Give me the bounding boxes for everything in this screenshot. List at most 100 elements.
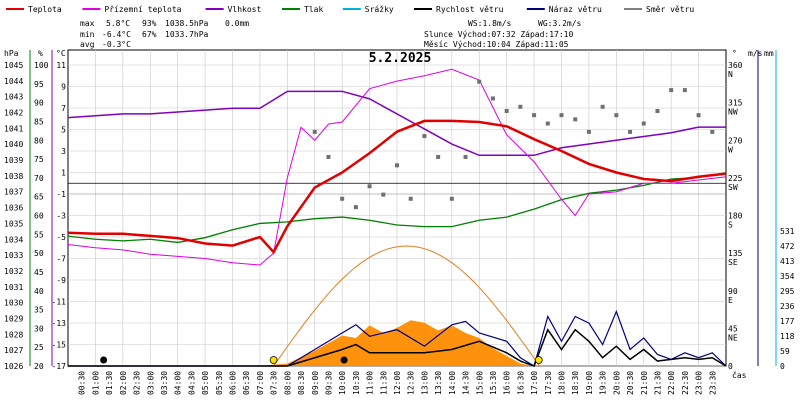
hpa-tick: 1034 <box>4 235 23 244</box>
series-humidity <box>67 90 726 157</box>
stat-max-temp: 5.8°C <box>106 19 130 28</box>
time-tick: 21:30 <box>653 371 662 395</box>
hpa-tick: 1038 <box>4 172 23 181</box>
solar-tick: 0 <box>780 362 785 371</box>
pct-tick: 50 <box>34 249 44 258</box>
temp-tick: -5 <box>56 233 66 242</box>
time-tick: 14:30 <box>462 371 471 395</box>
solar-tick: 236 <box>780 302 795 311</box>
hpa-tick: 1036 <box>4 204 23 213</box>
stat-max-hum: 93% <box>142 19 157 28</box>
time-tick: 06:30 <box>242 371 251 395</box>
moonset-marker <box>100 356 108 364</box>
info-wg: WG:3.2m/s <box>538 19 582 28</box>
wind-dir-point <box>312 129 317 134</box>
hpa-tick: 1032 <box>4 267 23 276</box>
wind-dir-point <box>436 154 441 159</box>
time-tick: 09:30 <box>324 371 333 395</box>
hpa-tick: 1043 <box>4 93 23 102</box>
wind-dir-point <box>504 108 509 113</box>
time-tick: 03:30 <box>160 371 169 395</box>
hpa-tick: 1042 <box>4 109 23 118</box>
time-tick: 12:00 <box>393 371 402 395</box>
time-tick: 19:00 <box>585 371 594 395</box>
temp-tick: -1 <box>56 190 66 199</box>
pct-tick: 45 <box>34 268 44 277</box>
time-tick: 05:30 <box>215 371 224 395</box>
solar-tick: 59 <box>780 347 790 356</box>
time-tick: 02:30 <box>133 371 142 395</box>
wind-dir-point <box>655 108 660 113</box>
hpa-tick: 1028 <box>4 330 23 339</box>
dir-tick: 225 <box>728 174 743 183</box>
pct-tick: 70 <box>34 174 44 183</box>
hpa-tick: 1040 <box>4 140 23 149</box>
dir-tick: 90 <box>728 287 738 296</box>
wind-dir-point <box>600 104 605 109</box>
time-tick: 05:00 <box>201 371 210 395</box>
dir-compass: NE <box>728 333 738 342</box>
wind-dir-point <box>710 129 715 134</box>
wind-dir-point <box>477 79 482 84</box>
sunset-marker <box>534 356 543 364</box>
pct-tick: 60 <box>34 212 44 221</box>
legend-label: Přízemní teplota <box>104 5 181 14</box>
sunrise-marker <box>269 356 278 364</box>
time-tick: 07:30 <box>270 371 279 395</box>
wind-dir-point <box>422 134 427 139</box>
time-tick: 18:00 <box>558 371 567 395</box>
solar-tick: 531 <box>780 227 795 236</box>
pct-tick: 90 <box>34 99 44 108</box>
time-tick: 12:30 <box>407 371 416 395</box>
axis-hpa-label: hPa <box>4 49 19 58</box>
x-axis-label: čas <box>732 370 747 380</box>
solar-tick: 118 <box>780 332 795 341</box>
temp-tick: 3 <box>61 147 66 156</box>
stat-min-label: min <box>80 30 95 39</box>
time-tick: 09:00 <box>311 371 320 395</box>
time-tick: 11:00 <box>366 371 375 395</box>
time-tick: 18:30 <box>571 371 580 395</box>
pct-tick: 65 <box>34 193 44 202</box>
solar-tick: 413 <box>780 257 795 266</box>
wind-dir-point <box>696 113 701 118</box>
axis-pct-label: % <box>38 49 43 58</box>
legend-label: Vlhkost <box>228 5 262 14</box>
chart-title: 5.2.2025 <box>369 51 432 66</box>
wind-dir-point <box>641 121 646 126</box>
info-sun: Slunce Východ:07:32 Západ:17:10 <box>424 30 573 39</box>
hpa-tick: 1035 <box>4 219 23 228</box>
time-tick: 10:30 <box>352 371 361 395</box>
time-tick: 11:30 <box>379 371 388 395</box>
stat-min-hum: 67% <box>142 30 157 39</box>
legend-label: Srážky <box>365 5 394 14</box>
time-tick: 15:30 <box>489 371 498 395</box>
wind-dir-point <box>463 154 468 159</box>
dir-tick: 360 <box>728 61 743 70</box>
moonrise-marker <box>340 356 348 364</box>
time-tick: 06:00 <box>229 371 238 395</box>
solar-tick: 295 <box>780 287 795 296</box>
legend-label: Směr větru <box>646 5 694 14</box>
temp-tick: -17 <box>52 362 67 371</box>
dir-compass: S <box>728 221 733 230</box>
wind-dir-point <box>628 129 633 134</box>
time-tick: 19:30 <box>599 371 608 395</box>
temp-tick: -15 <box>52 341 67 350</box>
time-tick: 22:00 <box>667 371 676 395</box>
axis-mm-label: mm <box>764 49 774 58</box>
axis-ms-label: m/s <box>748 49 763 58</box>
pct-tick: 95 <box>34 80 44 89</box>
axis-deg-label: ° <box>732 49 737 58</box>
solar-tick: 354 <box>780 272 795 281</box>
series-pressure <box>67 172 727 244</box>
time-tick: 03:00 <box>146 371 155 395</box>
pct-tick: 55 <box>34 230 44 239</box>
dir-tick: 315 <box>728 99 743 108</box>
pct-tick: 35 <box>34 306 44 315</box>
time-tick: 17:30 <box>544 371 553 395</box>
pct-tick: 100 <box>34 61 49 70</box>
time-tick: 23:00 <box>695 371 704 395</box>
